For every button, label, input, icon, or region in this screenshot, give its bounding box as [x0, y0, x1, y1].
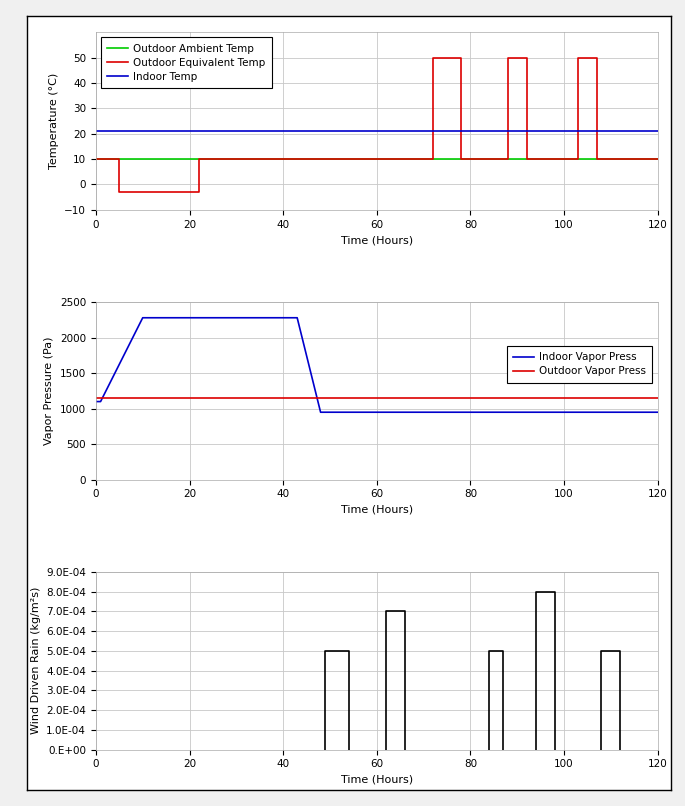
Outdoor Equivalent Temp — [115, 154, 123, 164]
Y-axis label: Wind Driven Rain (kg/m²s): Wind Driven Rain (kg/m²s) — [31, 587, 40, 734]
Outdoor Equivalent Temp — [593, 154, 601, 164]
Outdoor Ambient Temp — [115, 154, 123, 164]
Outdoor Equivalent Temp — [195, 154, 203, 164]
Outdoor Ambient Temp — [115, 154, 123, 164]
Outdoor Equivalent Temp — [503, 52, 512, 62]
X-axis label: Time (Hours): Time (Hours) — [340, 235, 413, 245]
Outdoor Equivalent Temp — [503, 154, 512, 164]
Line: Outdoor Equivalent Temp: Outdoor Equivalent Temp — [96, 57, 658, 192]
Indoor Vapor Press — [92, 397, 100, 406]
Outdoor Equivalent Temp — [523, 52, 531, 62]
Outdoor Equivalent Temp — [92, 154, 100, 164]
Legend: Outdoor Ambient Temp, Outdoor Equivalent Temp, Indoor Temp: Outdoor Ambient Temp, Outdoor Equivalent… — [101, 37, 272, 89]
Outdoor Equivalent Temp — [653, 154, 662, 164]
Outdoor Ambient Temp — [186, 154, 194, 164]
Outdoor Equivalent Temp — [195, 187, 203, 197]
Outdoor Equivalent Temp — [429, 154, 437, 164]
Indoor Vapor Press — [97, 397, 105, 406]
Outdoor Ambient Temp — [186, 154, 194, 164]
Outdoor Equivalent Temp — [429, 52, 437, 62]
Outdoor Equivalent Temp — [593, 52, 601, 62]
Indoor Vapor Press — [293, 313, 301, 322]
Outdoor Equivalent Temp — [457, 52, 465, 62]
Indoor Vapor Press — [653, 407, 662, 417]
Y-axis label: Temperature (°C): Temperature (°C) — [49, 73, 59, 169]
Legend: Indoor Vapor Press, Outdoor Vapor Press: Indoor Vapor Press, Outdoor Vapor Press — [507, 346, 652, 383]
Outdoor Ambient Temp — [653, 154, 662, 164]
Outdoor Equivalent Temp — [457, 154, 465, 164]
X-axis label: Time (Hours): Time (Hours) — [340, 505, 413, 515]
Outdoor Ambient Temp — [92, 154, 100, 164]
Y-axis label: Vapor Pressure (Pa): Vapor Pressure (Pa) — [45, 337, 54, 445]
Outdoor Equivalent Temp — [574, 154, 582, 164]
Outdoor Equivalent Temp — [115, 187, 123, 197]
Line: Indoor Vapor Press: Indoor Vapor Press — [96, 318, 658, 412]
Outdoor Equivalent Temp — [574, 52, 582, 62]
Outdoor Equivalent Temp — [523, 154, 531, 164]
Indoor Vapor Press — [316, 407, 325, 417]
X-axis label: Time (Hours): Time (Hours) — [340, 775, 413, 785]
Indoor Vapor Press — [138, 313, 147, 322]
